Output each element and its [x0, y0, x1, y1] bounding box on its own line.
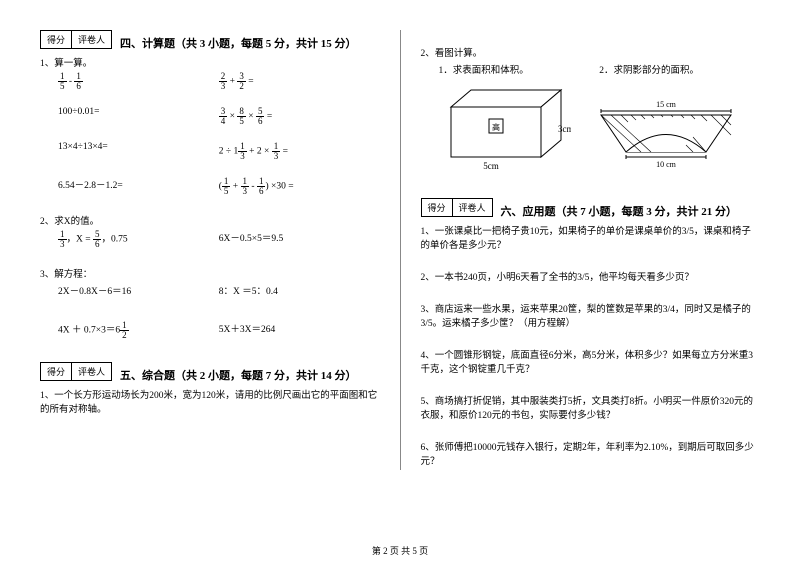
- grader-label: 评卷人: [72, 362, 112, 381]
- box-height-label: 高: [492, 122, 500, 132]
- s4-q2-row: 13，X = 56，0.75 6X－0.5×5＝9.5: [58, 230, 380, 249]
- score-box-5: 得分 评卷人: [40, 362, 112, 381]
- expr-3a: 2X－0.8X－6＝16: [58, 283, 219, 297]
- expr-1a2: 23 + 32 =: [219, 72, 380, 91]
- section-4-header: 得分 评卷人 四、计算题（共 3 小题，每题 5 分，共计 15 分）: [40, 30, 380, 51]
- section-5-header: 得分 评卷人 五、综合题（共 2 小题，每题 7 分，共计 14 分）: [40, 362, 380, 383]
- section-4-title: 四、计算题（共 3 小题，每题 5 分，共计 15 分）: [120, 35, 357, 51]
- section-5-title: 五、综合题（共 2 小题，每题 7 分，共计 14 分）: [120, 367, 357, 383]
- page-footer: 第 2 页 共 5 页: [0, 544, 800, 557]
- s5-q2-b: 2．求阴影部分的面积。: [599, 62, 760, 76]
- s4-q3-row2: 4X ＋ 0.7×3＝612 5X＋3X＝264: [58, 321, 380, 340]
- expr-2a: 13，X = 56，0.75: [58, 230, 219, 249]
- left-column: 得分 评卷人 四、计算题（共 3 小题，每题 5 分，共计 15 分） 1、算一…: [40, 30, 380, 470]
- arc-bot-label: 10 cm: [656, 160, 677, 169]
- s4-q1-row1: 15 - 16 23 + 32 =: [58, 72, 380, 91]
- grader-label: 评卷人: [453, 198, 493, 217]
- s4-q3-stem: 3、解方程：: [40, 266, 380, 280]
- cuboid-figure: 高 5cm 3cm: [441, 82, 571, 172]
- score-label: 得分: [40, 362, 72, 381]
- s5-q2-subrow: 1．求表面积和体积。 2．求阴影部分的面积。: [439, 62, 761, 76]
- expr-1c2: 2 ÷ 113 + 2 × 13 =: [219, 142, 380, 161]
- expr-1b: 100÷0.01=: [58, 107, 219, 126]
- section-6-header: 得分 评卷人 六、应用题（共 7 小题，每题 3 分，共计 21 分）: [421, 198, 761, 219]
- s6-q1: 1、一张课桌比一把椅子贵10元，如果椅子的单价是课桌单价的3/5，课桌和椅子的单…: [421, 223, 761, 251]
- s4-q1-row3: 13×4÷13×4= 2 ÷ 113 + 2 × 13 =: [58, 142, 380, 161]
- section-6-title: 六、应用题（共 7 小题，每题 3 分，共计 21 分）: [501, 203, 738, 219]
- s5-q1: 1、一个长方形运动场长为200米，宽为120米，请用的比例尺画出它的平面图和它的…: [40, 387, 380, 415]
- arc-figure: 15 cm 10 cm: [581, 97, 751, 172]
- expr-3b: 8：X ＝5：0.4: [219, 283, 380, 297]
- score-box-6: 得分 评卷人: [421, 198, 493, 217]
- expr-1b2: 34 × 85 × 56 =: [219, 107, 380, 126]
- page-columns: 得分 评卷人 四、计算题（共 3 小题，每题 5 分，共计 15 分） 1、算一…: [40, 30, 760, 470]
- expr-1d: 6.54－2.8－1.2=: [58, 177, 219, 196]
- expr-1d2: (15 + 13 - 16) ×30 =: [219, 177, 380, 196]
- box-d-label: 3cm: [558, 124, 571, 134]
- s4-q1-row2: 100÷0.01= 34 × 85 × 56 =: [58, 107, 380, 126]
- s4-q3-row1: 2X－0.8X－6＝16 8：X ＝5：0.4: [58, 283, 380, 297]
- s6-q6: 6、张师傅把10000元钱存入银行，定期2年，年利率为2.10%，到期后可取回多…: [421, 439, 761, 467]
- score-label: 得分: [421, 198, 453, 217]
- s6-q2: 2、一本书240页，小明6天看了全书的3/5，他平均每天看多少页？: [421, 269, 761, 283]
- s6-q4: 4、一个圆锥形钢锭，底面直径6分米，高5分米，体积多少？如果每立方分米重3千克，…: [421, 347, 761, 375]
- expr-1a: 15 - 16: [58, 72, 219, 91]
- s4-q1-row4: 6.54－2.8－1.2= (15 + 13 - 16) ×30 =: [58, 177, 380, 196]
- s6-q3: 3、商店运来一些水果，运来苹果20筐，梨的筐数是苹果的3/4，同时又是橘子的3/…: [421, 301, 761, 329]
- box-w-label: 5cm: [483, 161, 499, 171]
- score-label: 得分: [40, 30, 72, 49]
- figure-row: 高 5cm 3cm 15 cm: [441, 82, 761, 172]
- arc-top-label: 15 cm: [656, 100, 677, 109]
- expr-3d: 5X＋3X＝264: [219, 321, 380, 340]
- column-divider: [400, 30, 401, 470]
- right-column: 2、看图计算。 1．求表面积和体积。 2．求阴影部分的面积。 高 5cm 3cm…: [421, 30, 761, 470]
- expr-3c: 4X ＋ 0.7×3＝612: [58, 321, 219, 340]
- expr-2b: 6X－0.5×5＝9.5: [219, 230, 380, 249]
- score-box: 得分 评卷人: [40, 30, 112, 49]
- s5-q2-stem: 2、看图计算。: [421, 45, 761, 59]
- s4-q1-stem: 1、算一算。: [40, 55, 380, 69]
- s5-q2-a: 1．求表面积和体积。: [439, 62, 600, 76]
- grader-label: 评卷人: [72, 30, 112, 49]
- expr-1c: 13×4÷13×4=: [58, 142, 219, 161]
- s4-q2-stem: 2、求X的值。: [40, 213, 380, 227]
- s6-q5: 5、商场搞打折促销，其中服装类打5折，文具类打8折。小明买一件原价320元的衣服…: [421, 393, 761, 421]
